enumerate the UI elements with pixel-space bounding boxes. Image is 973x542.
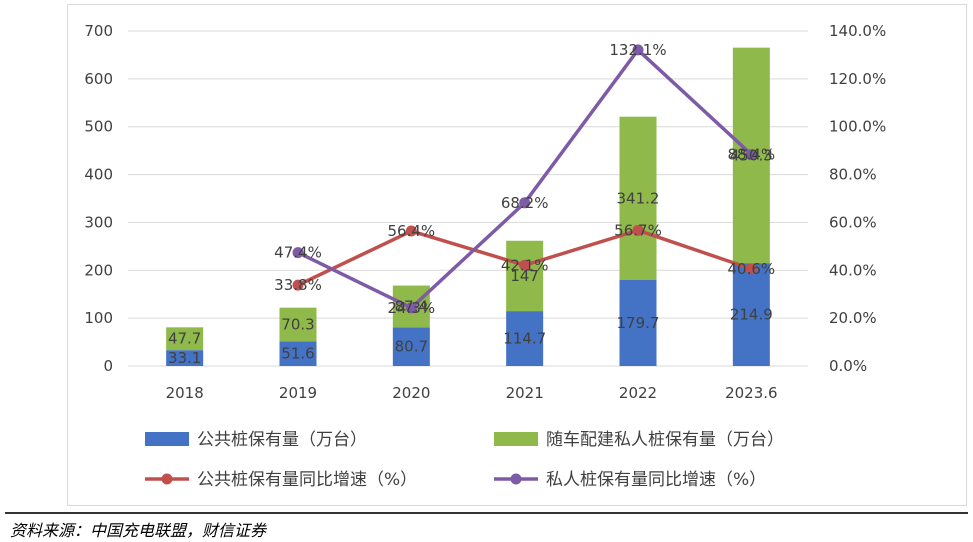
public-growth-point <box>292 279 304 291</box>
bars <box>166 47 770 366</box>
public-growth-value-label: 56.4% <box>388 222 436 240</box>
x-tick-label: 2018 <box>166 384 204 402</box>
bar-private <box>506 240 544 312</box>
y-left-tick-label: 0 <box>103 357 113 375</box>
legend-item: 公共桩保有量（万台） <box>145 430 367 450</box>
private-growth-point <box>292 247 304 259</box>
public-growth-point <box>519 259 531 271</box>
bar-public <box>166 350 204 366</box>
private-growth-value-label: 47.4% <box>274 244 322 262</box>
public-growth-value-label: 33.8% <box>274 276 322 294</box>
legend-item: 公共桩保有量同比增速（%） <box>145 470 417 490</box>
bar-private <box>279 307 317 342</box>
legend-marker <box>161 473 173 485</box>
y-right-tick-label: 100.0% <box>829 118 886 136</box>
private-growth-point <box>405 302 417 314</box>
public-growth-value-label: 40.6% <box>728 260 776 278</box>
bar-public <box>619 280 657 366</box>
public-growth-point <box>632 224 644 236</box>
y-right-tick-label: 120.0% <box>829 70 886 88</box>
private-growth-value-label: 132.1% <box>609 41 666 59</box>
public-growth-point <box>745 263 757 275</box>
y-right-tick-label: 0.0% <box>829 357 867 375</box>
x-tick-label: 2019 <box>279 384 317 402</box>
y-right-tick-label: 20.0% <box>829 309 877 327</box>
legend-label: 公共桩保有量同比增速（%） <box>197 470 417 490</box>
x-tick-label: 2021 <box>506 384 544 402</box>
axis-labels: 0 100 200 300 400 500 600 700 0.0% 20.0% 40.0% 60.0… <box>84 22 886 402</box>
lines <box>292 44 757 314</box>
public-growth-value-label: 56.7% <box>614 221 662 239</box>
bar-private <box>166 327 204 351</box>
bar-public <box>506 311 544 366</box>
x-tick-label: 2022 <box>619 384 657 402</box>
bar-public-value-label: 51.6 <box>281 345 314 363</box>
legend: 公共桩保有量（万台） 随车配建私人桩保有量（万台） 公共桩保有量同比增速（%） 私人桩… <box>145 430 784 490</box>
legend-marker <box>510 473 522 485</box>
legend-label: 私人桩保有量同比增速（%） <box>546 470 766 490</box>
bar-public <box>732 263 770 366</box>
y-left-tick-label: 100 <box>84 309 113 327</box>
legend-swatch <box>494 432 538 446</box>
bar-private-value-label: 450.3 <box>730 146 773 164</box>
bar-private-value-label: 47.7 <box>168 330 201 348</box>
bar-public-value-label: 80.7 <box>395 338 428 356</box>
private-growth-value-label: 88.4% <box>728 145 776 163</box>
bar-public-value-label: 33.1 <box>168 349 201 367</box>
y-left-tick-label: 500 <box>84 118 113 136</box>
source-note: 资料来源：中国充电联盟，财信证券 <box>10 521 267 540</box>
y-left-tick-label: 300 <box>84 213 113 231</box>
bar-private-value-label: 70.3 <box>281 315 314 333</box>
y-right-tick-label: 80.0% <box>829 166 877 184</box>
bar-public <box>392 327 430 366</box>
y-right-tick-label: 140.0% <box>829 22 886 40</box>
y-left-tick-label: 400 <box>84 166 113 184</box>
legend-label: 随车配建私人桩保有量（万台） <box>546 430 784 450</box>
y-left-tick-label: 600 <box>84 70 113 88</box>
data-labels: 33.147.7 51.6 70.3 80.7 87.4 114.7 147 179.7 341… <box>168 41 775 367</box>
y-left-tick-label: 200 <box>84 261 113 279</box>
private-growth-point <box>745 148 757 160</box>
public-growth-value-label: 42.1% <box>501 256 549 274</box>
y-left-tick-label: 700 <box>84 22 113 40</box>
y-right-tick-label: 40.0% <box>829 261 877 279</box>
private-growth-value-label: 68.2% <box>501 194 549 212</box>
gridlines <box>128 30 808 367</box>
bar-public-value-label: 214.9 <box>730 306 773 324</box>
x-tick-label: 2023.6 <box>725 384 778 402</box>
legend-item: 随车配建私人桩保有量（万台） <box>494 430 784 450</box>
bottom-rule <box>5 512 968 514</box>
legend-label: 公共桩保有量（万台） <box>197 430 367 450</box>
legend-item: 私人桩保有量同比增速（%） <box>494 470 766 490</box>
bar-public <box>279 341 317 366</box>
private-growth-point <box>519 197 531 209</box>
combo-chart: 33.147.7 51.6 70.3 80.7 87.4 114.7 147 179.7 341… <box>84 22 886 490</box>
bar-public-value-label: 114.7 <box>503 330 546 348</box>
legend-swatch <box>145 432 189 446</box>
private-growth-value-label: 24.3% <box>388 299 436 317</box>
bar-private-value-label: 341.2 <box>617 189 660 207</box>
x-tick-label: 2020 <box>392 384 430 402</box>
private-growth-point <box>632 44 644 56</box>
y-right-tick-label: 60.0% <box>829 213 877 231</box>
bar-private <box>619 116 657 281</box>
bar-private-value-label: 87.4 <box>395 297 428 315</box>
bar-public-value-label: 179.7 <box>617 314 660 332</box>
public-growth-point <box>405 225 417 237</box>
chart-frame <box>67 4 967 506</box>
bar-private-value-label: 147 <box>510 267 539 285</box>
